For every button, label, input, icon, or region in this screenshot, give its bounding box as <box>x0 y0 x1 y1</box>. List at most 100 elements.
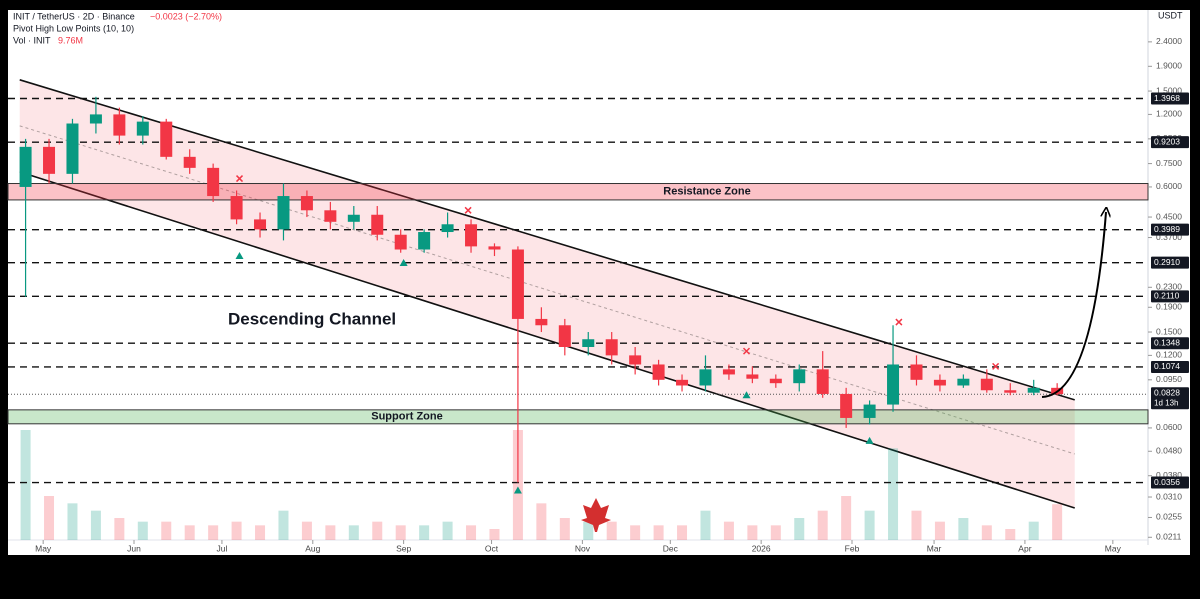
candle-body <box>66 123 79 174</box>
last-price-box <box>1151 387 1189 410</box>
channel-lower-line <box>19 171 1075 509</box>
candle <box>19 138 32 297</box>
x-tick-label: Feb <box>845 543 860 553</box>
y-tick-label: 0.0380 <box>1156 470 1182 480</box>
pivot-high <box>464 206 472 214</box>
candle-body <box>652 364 665 380</box>
y-tick-label: 0.1200 <box>1156 350 1182 360</box>
x-tick-label: Aug <box>305 543 320 553</box>
level-box <box>1151 256 1189 269</box>
candle-body <box>183 156 196 168</box>
level-box <box>1151 476 1189 489</box>
candle <box>465 219 478 253</box>
channel-label: Descending Channel <box>228 309 396 328</box>
candle-body <box>441 224 454 233</box>
candle <box>371 206 384 241</box>
candle-body <box>511 249 524 319</box>
candle-body <box>160 121 173 157</box>
volume-bar <box>114 518 125 540</box>
pivot-high-cross <box>895 318 903 326</box>
zone-label: Resistance Zone <box>663 186 750 198</box>
volume-bar <box>700 510 711 540</box>
candle <box>980 369 993 393</box>
volume-bar <box>137 521 148 540</box>
leaf-shape <box>581 498 611 532</box>
zone-label: Support Zone <box>371 411 443 423</box>
candle <box>254 212 267 238</box>
volume-bar <box>231 521 242 540</box>
zone <box>7 183 1149 201</box>
x-tick-label: May <box>35 543 52 553</box>
candle-body <box>300 196 313 211</box>
candle-body <box>933 379 946 386</box>
watermark-leaf <box>581 498 611 532</box>
candle-body <box>113 114 126 136</box>
candle-body <box>19 146 32 187</box>
candle-body <box>722 369 735 375</box>
y-tick-label: 0.0950 <box>1156 374 1182 384</box>
pivot-low-triangle <box>399 259 408 267</box>
candle-body <box>347 214 360 222</box>
volume-bar <box>583 521 594 540</box>
volume-bar <box>723 521 734 540</box>
y-tick-label: 0.0600 <box>1156 422 1182 432</box>
y-tick-label: 0.1900 <box>1156 302 1182 312</box>
currency-label: USDT <box>1158 10 1183 20</box>
candle-body <box>910 364 923 380</box>
y-tick-label: 2.4000 <box>1156 36 1182 46</box>
candle <box>535 307 548 333</box>
volume-bar <box>442 521 453 540</box>
candle <box>488 243 501 257</box>
y-tick-label: 0.3700 <box>1156 232 1182 242</box>
price-change: −0.0023 (−2.70%) <box>150 11 222 21</box>
volume-bar <box>911 510 922 540</box>
pivot-high-cross <box>992 362 1000 370</box>
volume-bar <box>184 525 195 540</box>
candle-body <box>324 210 337 222</box>
volume-bar <box>512 430 523 540</box>
volume-bar <box>278 510 289 540</box>
candle-body <box>863 404 876 418</box>
volume-bar <box>1028 521 1039 540</box>
channel-upper-line <box>19 79 1075 401</box>
x-tick-label: Mar <box>927 543 942 553</box>
candle <box>66 118 79 184</box>
level-label: 0.3989 <box>1154 224 1180 234</box>
candle <box>207 163 220 202</box>
candle <box>136 116 149 145</box>
candle-body <box>230 196 243 220</box>
indicator-name: Pivot High Low Points (10, 10) <box>13 23 134 33</box>
x-tick-label: Sep <box>396 543 411 553</box>
level-box <box>1151 290 1189 303</box>
x-tick-label: 2026 <box>752 543 771 553</box>
volume-bar <box>934 521 945 540</box>
y-tick-label: 0.6000 <box>1156 181 1182 191</box>
volume-bar <box>90 510 101 540</box>
candle <box>769 374 782 388</box>
candle-body <box>371 214 384 235</box>
volume-bar <box>301 521 312 540</box>
level-box <box>1151 223 1189 236</box>
candle-body <box>629 355 642 365</box>
level-label: 0.9203 <box>1154 136 1180 146</box>
volume-bar <box>348 525 359 540</box>
pivot-low-triangle <box>513 486 522 494</box>
candle-body <box>582 339 595 347</box>
volume-bar <box>559 518 570 540</box>
level-label: 1.3968 <box>1154 93 1180 103</box>
candle-body <box>558 325 571 347</box>
volume-bar <box>20 430 31 540</box>
chart-panel <box>8 10 1190 555</box>
pivot-high-cross <box>742 347 751 355</box>
pivot-high-cross <box>464 206 472 214</box>
candle <box>605 332 618 365</box>
candle-body <box>43 146 56 174</box>
candle-body <box>746 374 759 379</box>
candle-body <box>89 114 102 124</box>
candle <box>324 201 337 230</box>
y-tick-label: 0.7500 <box>1156 158 1182 168</box>
pivot-high <box>895 318 903 326</box>
candle <box>418 229 431 253</box>
candle <box>699 355 712 392</box>
y-tick-label: 1.5000 <box>1156 85 1182 95</box>
